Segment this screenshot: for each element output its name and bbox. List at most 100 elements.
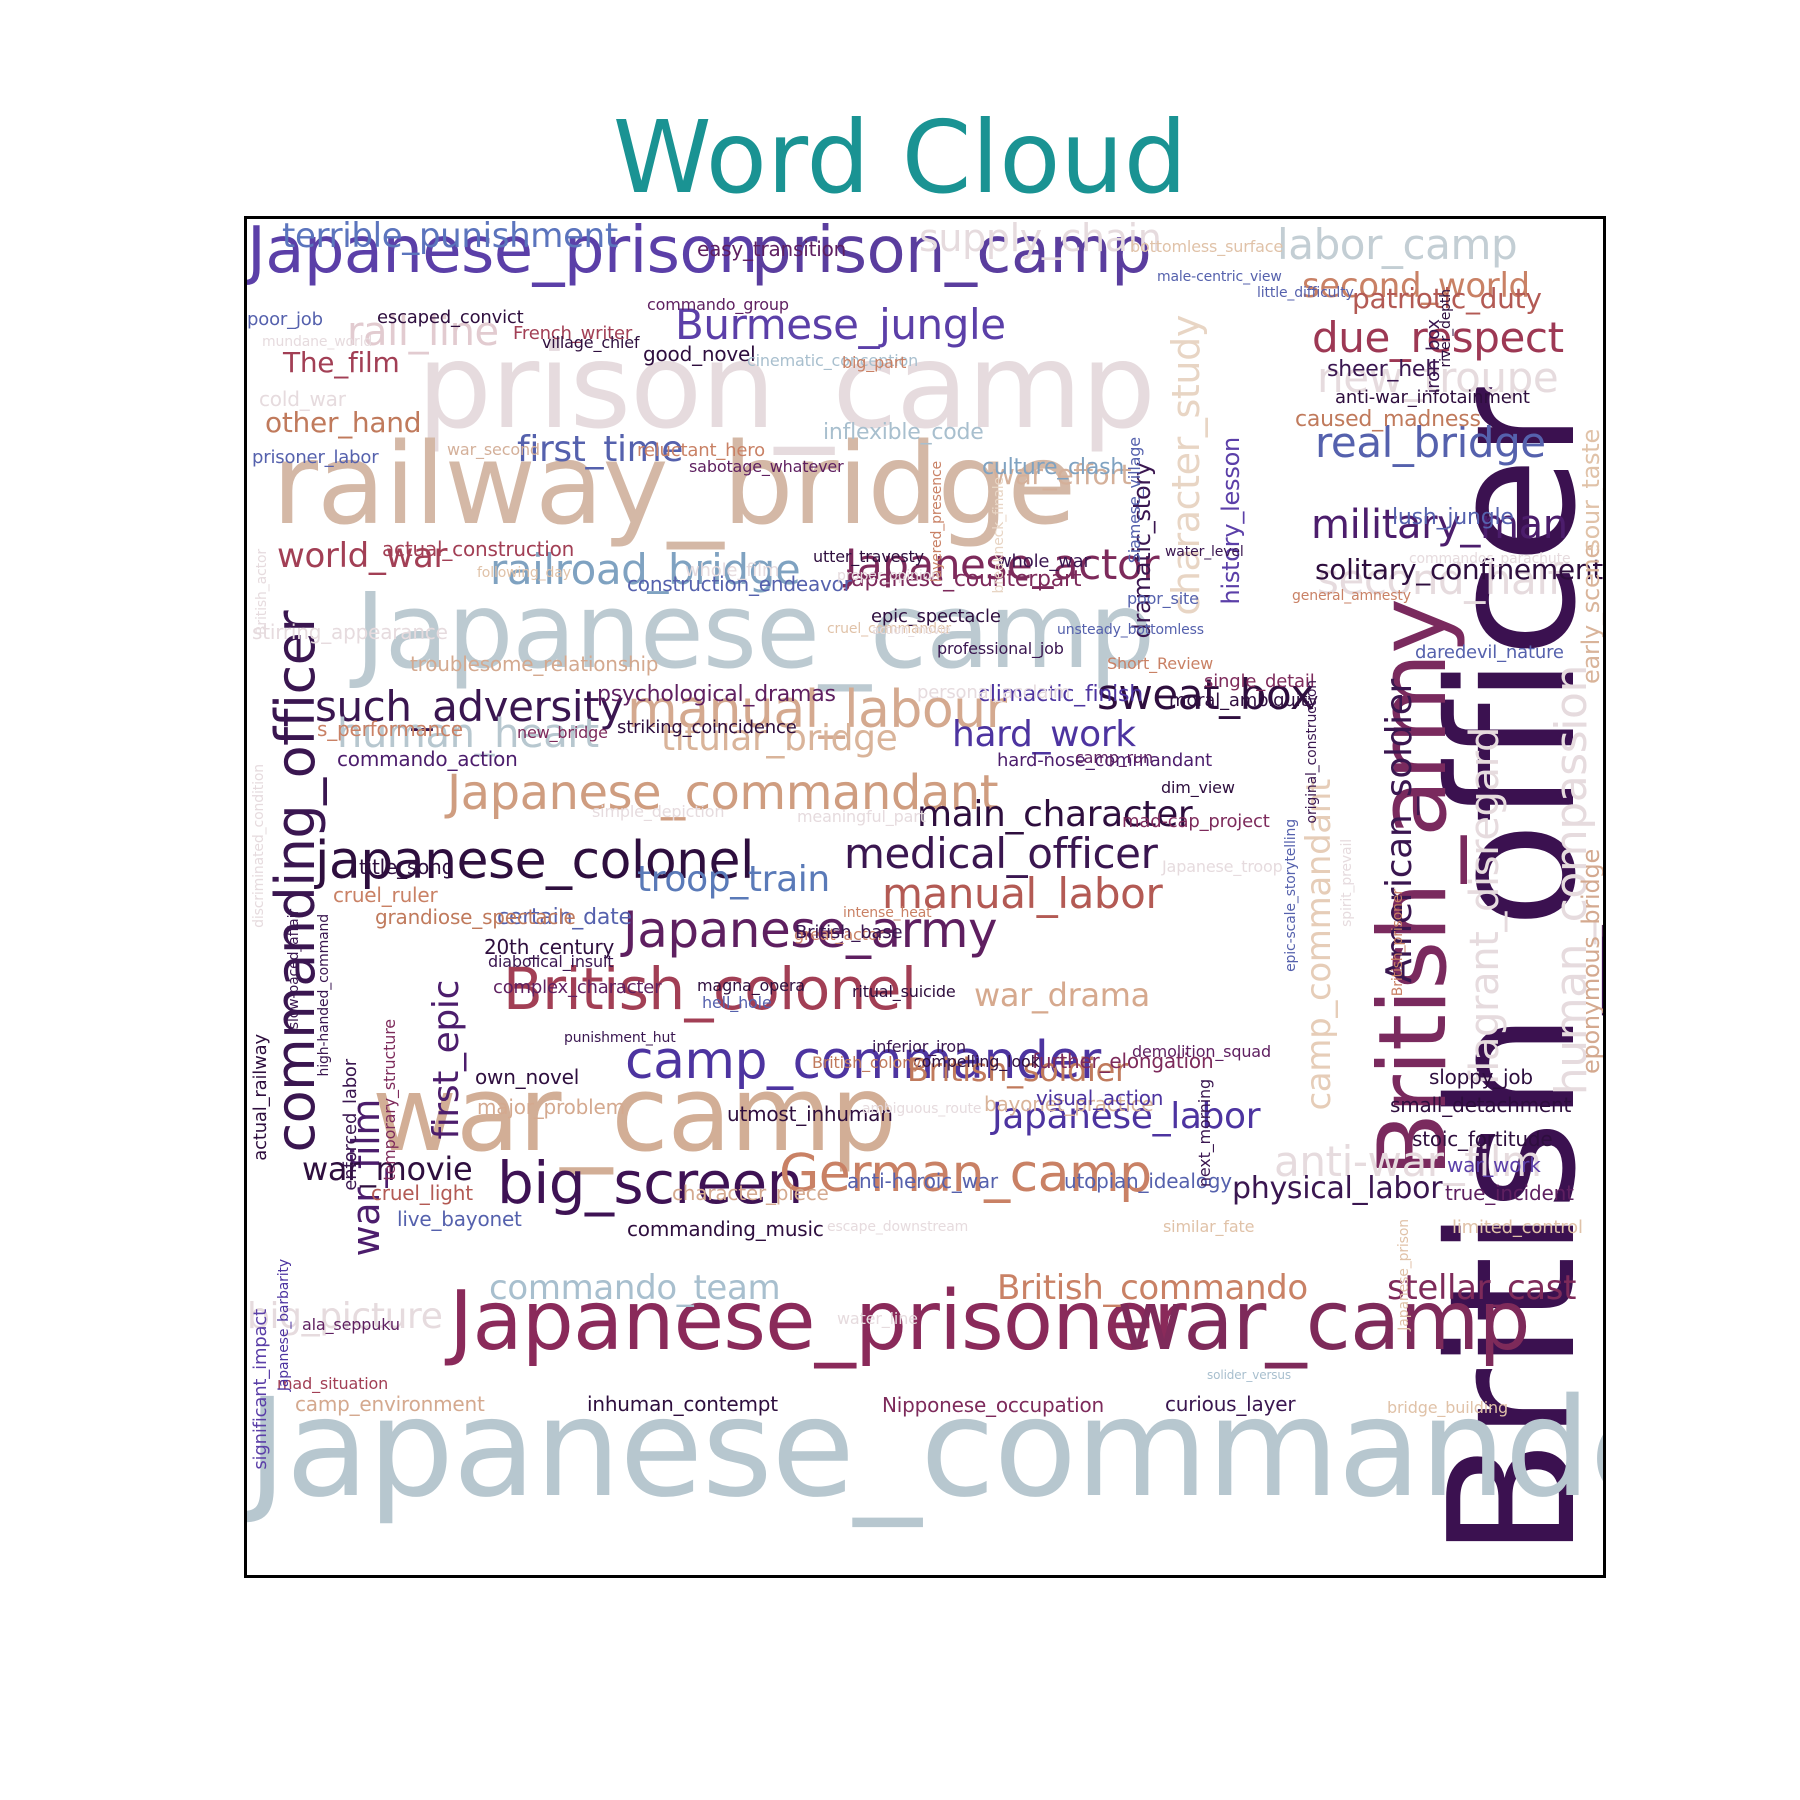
word-major-problem: major_problem [477, 1097, 625, 1117]
word-escaped-convict: escaped_convict [377, 309, 524, 327]
word-commando-team: commando_team [489, 1271, 780, 1305]
word-british-prisoner: British_prisoner [1391, 889, 1405, 996]
word-cruel-ruler: cruel_ruler [333, 885, 438, 905]
word-bridge-building: bridge_building [1387, 1400, 1508, 1416]
word-water-line: water_line [837, 1311, 918, 1327]
word-discriminated-condition: discriminated_condition [252, 764, 266, 928]
word-inflexible-code: inflexible_code [823, 422, 984, 444]
word-mad-situation: mad_situation [277, 1376, 388, 1392]
word-character-study: character_study [1167, 315, 1205, 616]
word-terrible-punishment: terrible_punishment [282, 219, 618, 253]
word-big-part: big_part [842, 355, 906, 371]
word-troop-train: troop_train [637, 862, 830, 898]
word-professional-job: professional_job [937, 641, 1064, 657]
word-male-centric-view: male-centric_view [1157, 270, 1282, 284]
word-japanese-prison: Japanese_prison [1397, 1219, 1411, 1331]
word-other-hand: other_hand [265, 409, 421, 437]
word-punishment-hut: punishment_hut [564, 1031, 676, 1045]
word-significant-impact: significant_impact [252, 1309, 270, 1470]
word-stoic-fortitude: stoic_fortitude [1412, 1129, 1552, 1149]
word-own-novel: own_novel [475, 1067, 579, 1087]
word-visual-action: visual_action [1036, 1088, 1163, 1108]
word-eponymous-bridge: eponymous_bridge [1579, 849, 1603, 1074]
word-whole-war: whole_war [997, 553, 1091, 571]
word-good-novel: good_novel [643, 344, 755, 364]
word-ritual-suicide: ritual_suicide [852, 984, 956, 1000]
word-solider-versus: solider_versus [1207, 1369, 1291, 1381]
word-title-song: title_song [359, 857, 454, 877]
word-sabotage-whatever: sabotage_whatever [689, 459, 843, 475]
word-mundane-world: mundane_world [262, 335, 372, 349]
word-cold-war: cold_war [259, 389, 346, 409]
word-intense-heat: intense_heat [843, 906, 932, 920]
word-war-work: war_work [1447, 1155, 1541, 1175]
word-actual-railway: actual_railway [252, 1034, 270, 1161]
word-commando-action: commando_action [337, 749, 518, 769]
word-labor-camp: labor_camp [1277, 224, 1517, 266]
word-high-handed-command: high-handed_command [317, 914, 331, 1077]
word-little-difficulty: little_difficulty [1257, 286, 1354, 300]
word-single-detail: single_detail [1204, 673, 1315, 691]
word-early-scene: early_scene [1579, 544, 1603, 684]
word-personal-acclaim: personal_acclaim [917, 684, 1070, 702]
word-physical-labor: physical_labor [1232, 1174, 1442, 1204]
word-cloud-frame: British_officer Japanese_commander prison_… [244, 216, 1606, 1578]
word-unsteady-bottomless: unsteady_bottomless [1057, 623, 1204, 637]
word-similar-fate: similar_fate [1163, 1219, 1254, 1235]
word-sour-taste: sour_taste [1579, 429, 1603, 552]
word-village-chief: village_chief [542, 335, 639, 351]
word-next-morning: next_morning [1197, 1079, 1213, 1187]
word-stirring-appearance: stirring_appearance [252, 622, 448, 642]
word-true-incident: true_incident [1445, 1183, 1574, 1203]
word-bottomless-surface: bottomless_surface [1130, 239, 1283, 255]
word-japanese-troop: Japanese_troop [1162, 859, 1283, 875]
word-magna-opera: magna_opera [697, 978, 805, 994]
word-meaningful-part: meaningful_part [797, 809, 926, 825]
word-anti-heroic-war: anti-heroic_war [847, 1171, 998, 1191]
chart-title: Word Cloud [0, 108, 1800, 208]
word-history-lesson: history_lesson [1219, 437, 1243, 605]
word-dim-view: dim_view [1161, 780, 1235, 796]
word-mad-cap-project: mad-cap_project [1122, 813, 1270, 831]
word-commandos-parachute: commandos_parachute [1409, 552, 1570, 566]
word-war-second: war_second [447, 442, 540, 458]
word-moral-ambiguity: moral_ambiguity [1169, 692, 1318, 710]
word-ambiguous-route: ambiguous_route [862, 1102, 981, 1116]
word-short-review: Short_Review [1107, 656, 1213, 672]
word-simple-depiction: simple_depiction [592, 804, 724, 820]
word-inhuman-contempt: inhuman_contempt [587, 1394, 778, 1414]
word-camp-commandant: camp_commandant [1302, 779, 1336, 1111]
word-small-detachment: small_detachment [1390, 1095, 1571, 1115]
word-character-piece: character_piece [672, 1183, 829, 1203]
word-slow-paced-affair: slow-paced_affair [287, 909, 301, 1029]
word-layered-presence: layered_presence [930, 461, 944, 582]
word-siamese-village: Siamese_village [1127, 437, 1143, 563]
word-sheer-hell: sheer_hell [1327, 359, 1437, 381]
word-live-bayonet: live_bayonet [397, 1209, 522, 1229]
word-cruel-light: cruel_light [371, 1183, 473, 1203]
word-prisoner-labor: prisoner_labor [252, 449, 378, 467]
word-proper-opinion: proper_opinion [837, 569, 940, 583]
word-new-bridge: new_bridge [517, 725, 608, 741]
word-first-epic: first_epic [429, 980, 465, 1140]
word-japanese-barbarity: Japanese_barbarity [277, 1259, 291, 1391]
word-enforced-labor: enforced_labor [342, 1059, 360, 1191]
word-psychological-dramas: psychological_dramas [597, 684, 836, 706]
word-breakneck-finale: breakneck_finale [992, 477, 1006, 593]
word-demolition-squad: demolition_squad [1132, 1044, 1271, 1060]
word-ala-seppuku: ala_seppuku [302, 1317, 400, 1333]
word-temporary-structure: temporary_structure [382, 1019, 398, 1181]
word-the-film: The_film [283, 349, 400, 377]
word-curious-layer: curious_layer [1165, 1394, 1295, 1414]
word-original-construction: original_construction [1305, 680, 1319, 823]
word-limited-control: limited_control [1452, 1219, 1583, 1237]
word-water-level: water_level [1165, 545, 1244, 559]
word-lush-jungle: lush_jungle [1392, 507, 1514, 529]
word-culture-clash: culture_clash [982, 457, 1124, 479]
word-flagrant-disregard: flagrant_disregard [1465, 727, 1505, 1085]
word-s-performance: s_performance [317, 719, 463, 739]
word-british-commando: British_commando [997, 1271, 1308, 1305]
word-complex-character: complex_character [493, 979, 661, 997]
word-daredevil-nature: daredevil_nature [1415, 644, 1564, 662]
word-british-base: British_base [795, 924, 902, 942]
